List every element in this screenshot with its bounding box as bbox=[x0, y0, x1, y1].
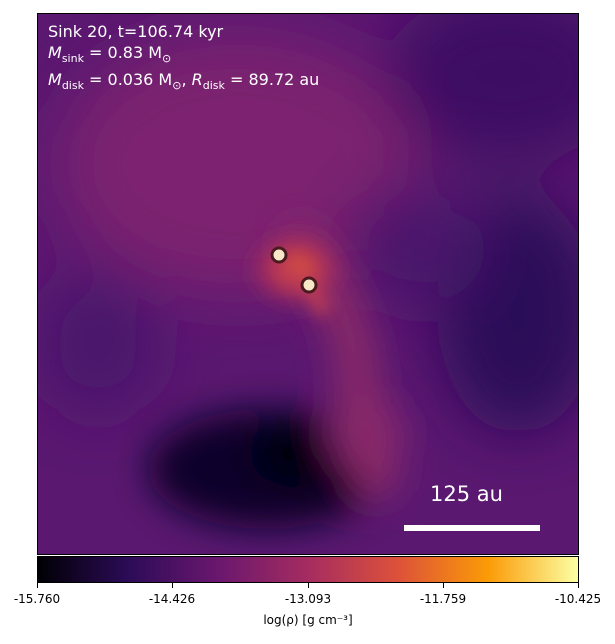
colorbar-tick bbox=[172, 583, 173, 588]
colorbar-tick bbox=[443, 583, 444, 588]
colorbar-tick-label: -10.425 bbox=[554, 592, 602, 606]
density-map-panel: Sink 20, t=106.74 kyr Msink = 0.83 M⊙ Md… bbox=[37, 13, 579, 555]
disk-sep: , bbox=[181, 70, 192, 90]
colorbar-label: log(ρ) [g cm⁻³] bbox=[263, 613, 353, 627]
solar-sub: ⊙ bbox=[172, 79, 182, 93]
colorbar bbox=[37, 556, 579, 583]
density-map bbox=[38, 14, 578, 554]
sink-mass-line: Msink = 0.83 M⊙ bbox=[48, 42, 319, 69]
colorbar-tick bbox=[308, 583, 309, 588]
sink-mass-sub: sink bbox=[61, 52, 84, 66]
sink-mass-value: = 0.83 M bbox=[83, 43, 163, 62]
disk-mass-value: = 0.036 M bbox=[83, 70, 173, 90]
disk-mass-sub: disk bbox=[61, 79, 84, 93]
colorbar-tick-label: -13.093 bbox=[284, 592, 332, 606]
colorbar-tick-label: -11.759 bbox=[419, 592, 467, 606]
scale-bar bbox=[404, 525, 540, 531]
colorbar-tick-label: -14.426 bbox=[148, 592, 196, 606]
sink-info: Sink 20, t=106.74 kyr Msink = 0.83 M⊙ Md… bbox=[48, 21, 319, 96]
colorbar-tick bbox=[578, 583, 579, 588]
sink-marker bbox=[300, 276, 318, 294]
disk-line: Mdisk = 0.036 M⊙, Rdisk = 89.72 au bbox=[48, 69, 319, 96]
disk-radius-symbol: R bbox=[191, 70, 203, 90]
disk-radius-sub: disk bbox=[202, 79, 225, 93]
colorbar-tick bbox=[37, 583, 38, 588]
colorbar-tick-label: -15.760 bbox=[13, 592, 61, 606]
sink-time-line: Sink 20, t=106.74 kyr bbox=[48, 22, 224, 41]
disk-mass-symbol: M bbox=[48, 70, 62, 90]
sink-marker bbox=[270, 246, 288, 264]
solar-sub: ⊙ bbox=[162, 52, 172, 66]
sink-mass-symbol: M bbox=[48, 43, 62, 62]
scale-bar-label: 125 au bbox=[430, 482, 503, 506]
disk-radius-value: = 89.72 au bbox=[224, 70, 320, 90]
